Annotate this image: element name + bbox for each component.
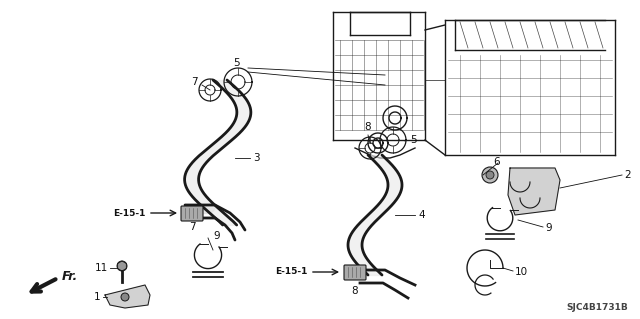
Text: 5: 5	[410, 135, 417, 145]
Text: 9: 9	[545, 223, 552, 233]
Text: 5: 5	[234, 58, 240, 68]
Circle shape	[121, 293, 129, 301]
FancyBboxPatch shape	[181, 206, 203, 221]
Polygon shape	[105, 285, 150, 308]
Text: E-15-1: E-15-1	[275, 268, 307, 277]
Text: 8: 8	[352, 286, 358, 296]
FancyBboxPatch shape	[344, 265, 366, 280]
Text: 2: 2	[624, 170, 630, 180]
Polygon shape	[508, 168, 560, 215]
Text: SJC4B1731B: SJC4B1731B	[566, 303, 628, 312]
Text: 10: 10	[515, 267, 528, 277]
Text: E-15-1: E-15-1	[113, 209, 145, 218]
Text: 3: 3	[253, 153, 260, 163]
Text: Fr.: Fr.	[62, 270, 78, 283]
Text: 7: 7	[191, 77, 198, 87]
Text: 9: 9	[213, 231, 220, 241]
Text: 8: 8	[365, 122, 371, 132]
Text: 6: 6	[493, 157, 500, 167]
Circle shape	[486, 171, 494, 179]
Text: 1: 1	[93, 292, 100, 302]
Circle shape	[117, 261, 127, 271]
Circle shape	[482, 167, 498, 183]
Text: 4: 4	[418, 210, 424, 220]
Text: 7: 7	[189, 222, 195, 232]
Text: 11: 11	[95, 263, 108, 273]
